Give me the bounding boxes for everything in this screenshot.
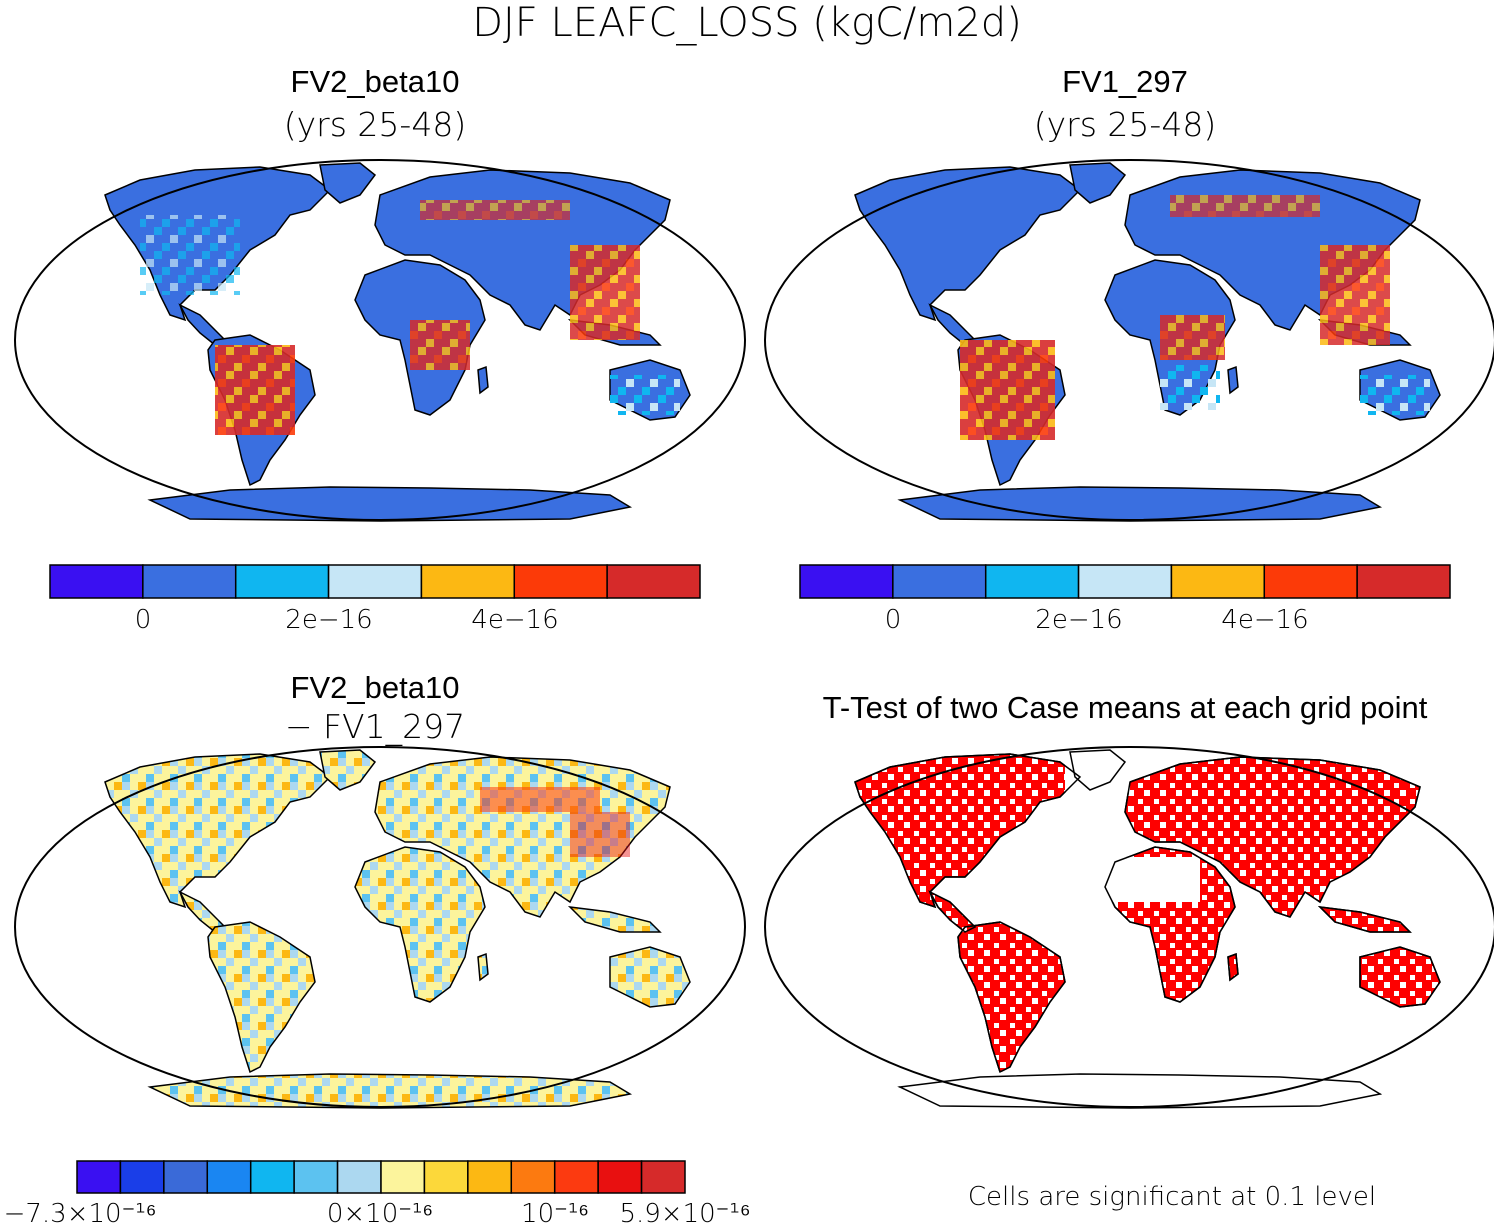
colorbar-tick-label: 0×10⁻¹⁶ [327, 1199, 433, 1229]
colorbar-swatch [1356, 564, 1451, 599]
colorbar-top-right: 0 2e−16 4e−16 [799, 564, 1451, 635]
panel-title: FV1_297 [1062, 64, 1188, 99]
colorbar-swatch [76, 1160, 122, 1194]
map [14, 159, 746, 522]
significance-note: Cells are significant at 0.1 level [968, 1182, 1376, 1212]
colorbar-tick-label: 0 [135, 605, 152, 635]
colorbar-swatch [380, 1160, 426, 1194]
colorbar-tick-label: 2e−16 [285, 605, 372, 635]
figure-title: DJF LEAFC_LOSS (kgC/m2d) [472, 0, 1022, 46]
colorbar-swatch [467, 1160, 513, 1194]
panel-bottom-right: T-Test of two Case means at each grid po… [764, 690, 1494, 1212]
colorbar-swatch [984, 564, 1080, 599]
colorbar-tick-label: 10⁻¹⁶ [521, 1199, 589, 1229]
colorbar-tick-label: −7.3×10⁻¹⁶ [4, 1199, 157, 1229]
colorbar-swatch [423, 1160, 469, 1194]
colorbar-swatch [1263, 564, 1358, 599]
colorbar-bottom-left: −7.3×10⁻¹⁶ 0×10⁻¹⁶ 10⁻¹⁶ 5.9×10⁻¹⁶ [4, 1160, 751, 1229]
colorbar-swatch [640, 1160, 686, 1194]
colorbar-swatch [799, 564, 894, 599]
colorbar-tick-label: 4e−16 [471, 605, 558, 635]
colorbar-swatch [49, 564, 144, 599]
colorbar-tick-label: 5.9×10⁻¹⁶ [619, 1199, 750, 1229]
panel-subtitle: − FV1_297 [285, 707, 465, 747]
colorbar-top-left: 0 2e−16 4e−16 [49, 564, 701, 635]
colorbar-swatch [163, 1160, 209, 1194]
map [14, 746, 746, 1109]
colorbar-swatch [234, 564, 330, 599]
colorbar-swatch [336, 1160, 382, 1194]
colorbar-swatch [420, 564, 516, 599]
panel-top-left: FV2_beta10 (yrs 25-48) [14, 64, 746, 522]
colorbar-swatch [249, 1160, 295, 1194]
panel-title: FV2_beta10 [291, 670, 460, 705]
colorbar-tick-label: 0 [885, 605, 902, 635]
colorbar-swatch [119, 1160, 165, 1194]
panel-subtitle: (yrs 25-48) [1034, 105, 1216, 144]
colorbar-swatch [597, 1160, 643, 1194]
colorbar-swatch [293, 1160, 339, 1194]
panel-title: T-Test of two Case means at each grid po… [823, 690, 1428, 725]
map [764, 746, 1494, 1112]
colorbar-swatch [513, 564, 608, 599]
colorbar-tick-label: 4e−16 [1221, 605, 1308, 635]
panel-top-right: FV1_297 (yrs 25-48) [764, 64, 1494, 522]
panel-subtitle: (yrs 25-48) [284, 105, 466, 144]
colorbar-swatch [142, 564, 237, 599]
map [764, 159, 1494, 522]
colorbar-swatch [892, 564, 987, 599]
colorbar-swatch [1077, 564, 1173, 599]
colorbar-swatch [1170, 564, 1266, 599]
colorbar-swatch [553, 1160, 599, 1194]
colorbar-swatch [206, 1160, 252, 1194]
colorbar-tick-label: 2e−16 [1035, 605, 1122, 635]
colorbar-swatch [510, 1160, 556, 1194]
panel-bottom-left: FV2_beta10 − FV1_297 [14, 670, 746, 1109]
colorbar-swatch [606, 564, 701, 599]
colorbar-swatch [327, 564, 423, 599]
panel-title: FV2_beta10 [291, 64, 460, 99]
